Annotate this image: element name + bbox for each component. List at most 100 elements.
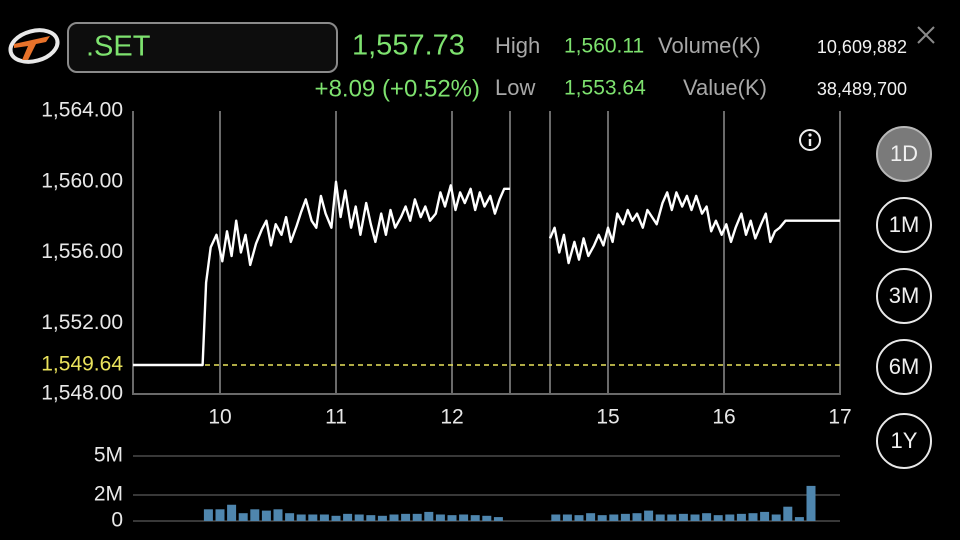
volume-bar <box>597 515 607 521</box>
y-tick-label: 1,556.00 <box>41 240 123 263</box>
range-button-circle[interactable] <box>876 197 932 253</box>
volume-bar <box>366 515 376 521</box>
value-value: 38,489,700 <box>817 79 907 99</box>
volume-bar <box>470 515 480 521</box>
y-tick-label: 5M <box>94 444 123 467</box>
volume-bar <box>620 513 630 521</box>
volume-bar <box>806 485 816 521</box>
volume-bar <box>412 513 422 521</box>
y-tick-label: 1,548.00 <box>41 382 123 405</box>
volume-bar <box>343 513 353 521</box>
charts: 1,548.00 1,552.00 1,556.00 1,560.00 1,564.00… <box>41 99 851 532</box>
range-button-label[interactable]: 1D <box>890 141 918 166</box>
volume-bar <box>215 509 225 521</box>
volume-bar <box>389 514 399 521</box>
volume-bar <box>678 513 688 521</box>
volume-bar <box>435 514 445 521</box>
volume-bar <box>227 504 237 521</box>
range-button-label[interactable]: 6M <box>889 354 920 379</box>
symbol-box[interactable] <box>67 22 338 73</box>
range-button-circle[interactable] <box>876 126 932 182</box>
volume-bar <box>482 515 492 521</box>
value-label: Value(K) <box>683 75 767 100</box>
volume-bar <box>493 517 503 521</box>
x-tick-label: 17 <box>828 406 851 429</box>
volume-bar <box>459 514 469 521</box>
symbol: .SET <box>86 31 151 63</box>
range-button[interactable]: 1Y <box>876 413 932 469</box>
high-label: High <box>495 33 540 58</box>
range-button-circle[interactable] <box>876 268 932 324</box>
y-tick-label: 1,564.00 <box>41 99 123 122</box>
volume-bar <box>771 514 781 521</box>
volume-bar <box>609 514 619 521</box>
last-price: 1,557.73 <box>352 30 465 62</box>
volume-bar <box>725 514 735 521</box>
volume-bar <box>377 515 387 521</box>
volume-bar <box>447 515 457 521</box>
volume-bar <box>632 513 642 521</box>
volume-bar <box>690 514 700 521</box>
close-button[interactable] <box>917 26 935 44</box>
volume-bar <box>273 509 283 521</box>
volume-bar <box>401 513 411 521</box>
y-tick-label: 2M <box>94 483 123 506</box>
y-tick-label: 1,560.00 <box>41 169 123 192</box>
volume-bar <box>562 514 572 521</box>
volume-bar <box>285 513 295 521</box>
volume-bar <box>424 511 434 521</box>
low-value: 1,553.64 <box>564 77 646 100</box>
x-tick-label: 16 <box>712 406 735 429</box>
low-label: Low <box>495 75 535 100</box>
volume-bar <box>702 513 712 521</box>
volume-bar <box>238 513 248 521</box>
x-tick-label: 11 <box>325 406 347 429</box>
volume-bar <box>586 513 596 521</box>
x-tick-label: 12 <box>440 406 463 429</box>
high-value: 1,560.11 <box>564 35 644 58</box>
volume-bar <box>308 514 318 521</box>
volume-bar <box>644 510 654 521</box>
volume-bar <box>713 515 723 521</box>
volume-value: 10,609,882 <box>817 37 907 57</box>
logo <box>8 28 60 64</box>
price-change: +8.09 (+0.52%) <box>315 75 480 102</box>
range-buttons: 1D 1M 3M 6M 1Y <box>876 126 932 469</box>
y-tick-label: 1,552.00 <box>41 311 123 334</box>
info-button[interactable] <box>799 129 821 151</box>
volume-bar <box>250 509 260 521</box>
range-button[interactable]: 3M <box>876 268 932 324</box>
volume-bar <box>354 514 364 521</box>
volume-bar <box>331 515 341 521</box>
x-tick-label: 15 <box>596 406 619 429</box>
range-button-label[interactable]: 1Y <box>891 428 918 453</box>
volume-bar <box>319 514 329 521</box>
volume-bar <box>760 511 770 521</box>
volume-bar <box>574 515 584 521</box>
volume-bar <box>667 514 677 521</box>
range-button[interactable]: 1D <box>876 126 932 182</box>
volume-bar <box>783 506 793 521</box>
volume-bar <box>794 517 804 521</box>
range-button-label[interactable]: 1M <box>889 212 920 237</box>
range-button-circle[interactable] <box>876 413 932 469</box>
price-line <box>133 180 840 367</box>
y-tick-label: 0 <box>111 509 123 532</box>
volume-bar <box>748 513 758 521</box>
range-button-circle[interactable] <box>876 339 932 395</box>
volume-bar <box>551 514 561 521</box>
plot-frame <box>132 111 841 395</box>
volume-bar <box>203 509 213 521</box>
range-button[interactable]: 6M <box>876 339 932 395</box>
volume-bar <box>655 514 665 521</box>
volume-bar <box>736 513 746 521</box>
volume-bar <box>296 514 306 521</box>
volume-bar <box>261 510 271 521</box>
range-button-label[interactable]: 3M <box>889 283 920 308</box>
volume-label: Volume(K) <box>658 33 761 58</box>
range-button[interactable]: 1M <box>876 197 932 253</box>
x-tick-label: 10 <box>208 406 231 429</box>
reference-label: 1,549.64 <box>41 353 123 376</box>
